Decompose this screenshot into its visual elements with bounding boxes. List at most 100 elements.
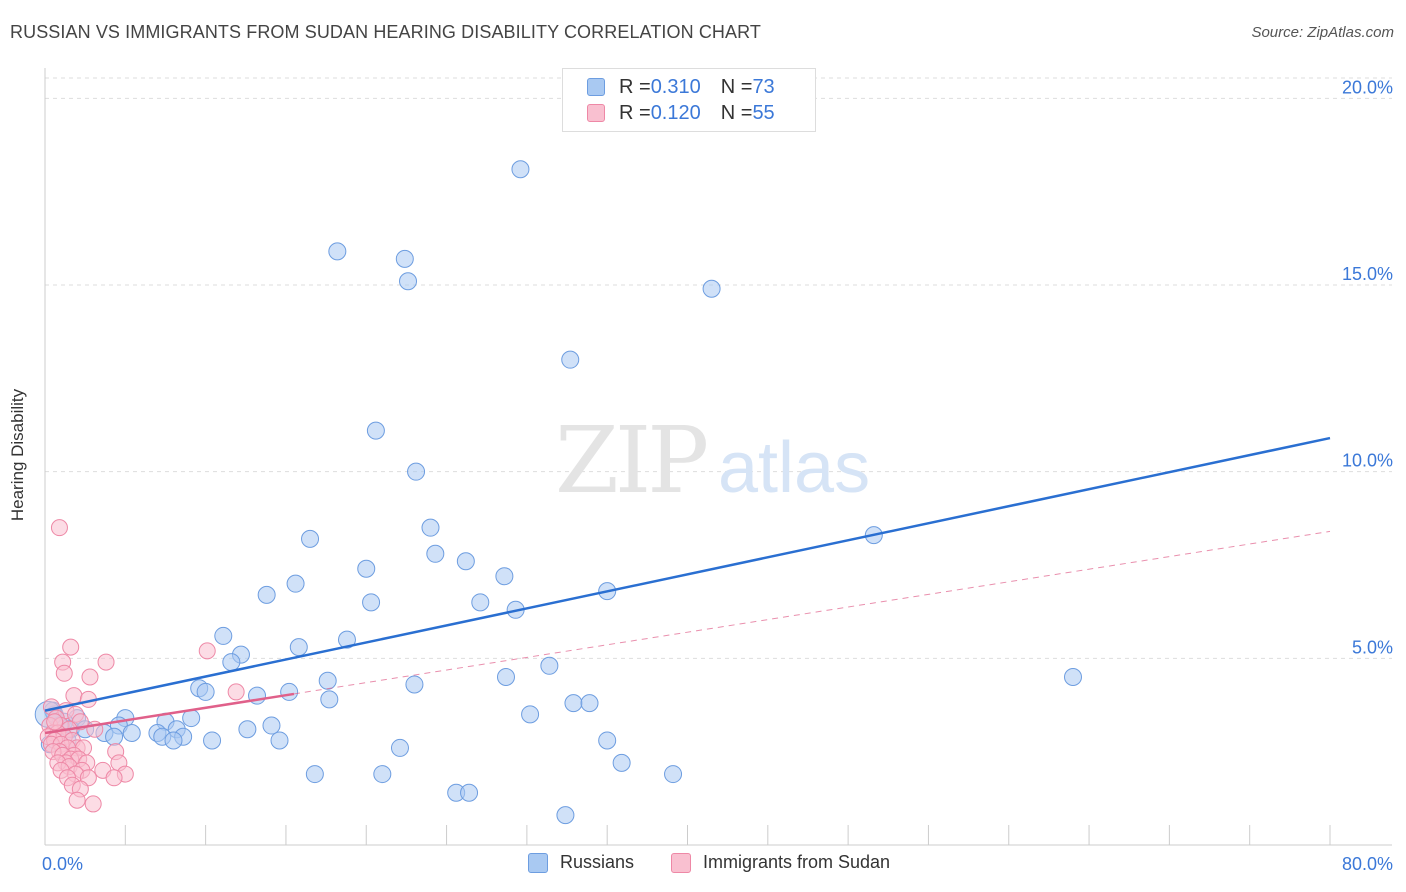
- sudan-point: [68, 791, 86, 809]
- sudan-point: [198, 642, 216, 660]
- bottom-sudan-swatch: [671, 852, 691, 873]
- russians-point: [702, 279, 721, 298]
- russians-point: [421, 518, 440, 537]
- russians-point: [456, 552, 475, 571]
- trend-line-sudan-solid: [44, 692, 295, 735]
- russians-point: [561, 350, 580, 369]
- bottom-russians-swatch: [528, 852, 548, 873]
- russians-point: [262, 716, 281, 735]
- russians-point: [270, 731, 289, 750]
- russians-point: [238, 720, 257, 739]
- axes: [44, 68, 1392, 846]
- russians-point: [390, 738, 409, 757]
- russians-point: [395, 249, 414, 268]
- x-tick-label-min: 0.0%: [42, 854, 83, 874]
- sudan-n-value: 55: [752, 101, 775, 124]
- russians-point: [214, 626, 233, 645]
- russians-point: [328, 242, 347, 261]
- trend-lines: [44, 436, 1331, 735]
- russians-point: [511, 160, 530, 179]
- sudan-point: [84, 795, 102, 813]
- bottom-legend-russians: Russians: [528, 852, 634, 873]
- russians-point: [564, 694, 583, 713]
- series-sudan: [39, 519, 245, 813]
- y-tick-label: 20.0%: [1342, 77, 1393, 97]
- russians-point: [373, 765, 392, 784]
- russians-r-label: R =: [619, 75, 651, 98]
- russians-swatch: [587, 78, 605, 96]
- legend-row-sudan: R = 0.120 N = 55: [587, 101, 775, 125]
- russians-point: [122, 724, 141, 742]
- sudan-r-label: R =: [619, 101, 651, 124]
- sudan-point: [55, 664, 73, 682]
- russians-point: [203, 731, 222, 750]
- russians-point: [305, 765, 324, 784]
- russians-point: [357, 559, 376, 578]
- bottom-russians-label: Russians: [560, 852, 635, 872]
- x-tick-label-max: 80.0%: [1342, 854, 1393, 874]
- sudan-n-label: N =: [720, 101, 753, 124]
- sudan-r-value: 0.120: [650, 101, 701, 124]
- russians-point: [405, 675, 424, 694]
- russians-point: [105, 727, 124, 746]
- russians-point: [289, 638, 308, 657]
- russians-point: [521, 705, 540, 724]
- russians-point: [320, 690, 339, 709]
- tick-labels: 5.0% 10.0% 15.0% 20.0% 0.0% 80.0%: [42, 77, 1393, 874]
- russians-point: [426, 544, 445, 563]
- sudan-point: [227, 683, 245, 701]
- russians-n-value: 73: [752, 75, 775, 98]
- chart-title: RUSSIAN VS IMMIGRANTS FROM SUDAN HEARING…: [10, 22, 761, 42]
- sudan-point: [65, 687, 83, 705]
- russians-point: [318, 671, 337, 690]
- sudan-point: [105, 769, 123, 787]
- y-tick-label: 5.0%: [1352, 637, 1393, 657]
- russians-point: [301, 529, 320, 548]
- russians-point: [471, 593, 490, 612]
- russians-point: [556, 806, 575, 825]
- russians-point: [257, 585, 276, 604]
- russians-point: [540, 656, 559, 675]
- russians-r-value: 0.310: [650, 75, 701, 98]
- bottom-sudan-label: Immigrants from Sudan: [703, 852, 891, 872]
- source-label: Source: ZipAtlas.com: [1251, 24, 1394, 41]
- watermark: ZIP atlas: [555, 407, 870, 514]
- sudan-swatch: [587, 104, 605, 122]
- gridlines: [45, 77, 1392, 659]
- sudan-point: [46, 713, 64, 731]
- russians-point: [496, 668, 515, 686]
- legend-row-russians: R = 0.310 N = 73: [587, 75, 775, 99]
- trend-line-russians: [44, 436, 1331, 712]
- sudan-point: [97, 653, 115, 671]
- russians-point: [337, 630, 356, 649]
- russians-point: [399, 272, 418, 291]
- russians-point: [664, 765, 683, 784]
- russians-point: [362, 593, 381, 612]
- watermark-atlas: atlas: [718, 428, 870, 508]
- legend: R = 0.310 N = 73 R = 0.120 N = 55: [562, 68, 816, 132]
- russians-point: [286, 574, 305, 593]
- russians-n-label: N =: [720, 75, 753, 98]
- russians-point: [598, 731, 617, 750]
- bottom-legend-sudan: Immigrants from Sudan: [671, 852, 890, 873]
- russians-point: [1064, 668, 1082, 686]
- russians-point: [196, 682, 215, 701]
- russians-point: [280, 682, 299, 701]
- russians-point: [612, 753, 631, 772]
- russians-point: [580, 694, 599, 713]
- russians-point: [460, 783, 479, 802]
- sudan-point: [81, 668, 99, 686]
- russians-point: [366, 421, 385, 440]
- y-tick-label: 15.0%: [1342, 264, 1393, 284]
- russians-point: [407, 462, 426, 481]
- trend-line-sudan-dashed: [293, 530, 1331, 695]
- y-axis-label: Hearing Disability: [8, 388, 27, 522]
- sudan-point: [50, 519, 68, 537]
- russians-point: [222, 653, 241, 672]
- watermark-zip: ZIP: [555, 407, 706, 514]
- russians-point: [495, 567, 514, 586]
- russians-point: [164, 731, 183, 750]
- y-tick-label: 10.0%: [1342, 451, 1393, 471]
- sudan-point: [62, 638, 80, 656]
